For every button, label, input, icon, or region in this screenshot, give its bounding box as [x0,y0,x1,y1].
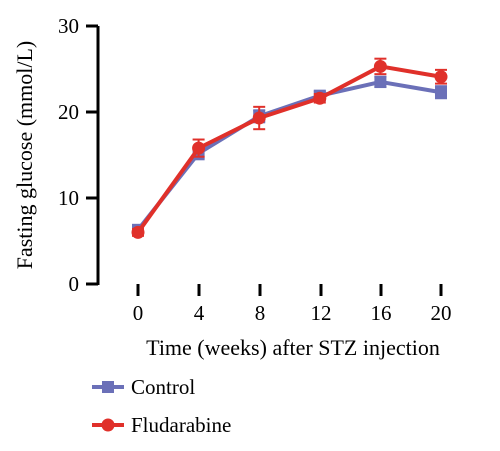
data-point-fludarabine-20 [434,70,448,84]
x-axis-title: Time (weeks) after STZ injection [146,335,440,360]
x-tick-label-20: 20 [431,301,452,325]
y-tick-label-0: 0 [69,272,80,296]
data-point-fludarabine-12 [313,91,327,105]
series-line-fludarabine [136,64,442,234]
legend-marker-control [102,381,114,393]
x-tick-label-16: 16 [371,301,392,325]
data-point-fludarabine-0 [131,225,145,239]
legend-item-fludarabine: Fludarabine [92,413,231,437]
series-line-control [136,79,442,232]
data-point-fludarabine-8 [252,111,266,125]
y-tick-label-20: 20 [58,100,79,124]
y-tick-label-10: 10 [58,186,79,210]
x-tick-label-12: 12 [311,301,332,325]
legend-marker-fludarabine [101,418,115,432]
legend-label-fludarabine: Fludarabine [131,413,231,437]
data-point-fludarabine-4 [192,141,206,155]
x-tick-label-4: 4 [194,301,205,325]
x-tick-label-8: 8 [255,301,266,325]
x-ticks: 0 4 8 12 16 20 [133,284,452,325]
y-axis-title: Fasting glucose (mmol/L) [12,41,37,270]
x-tick-label-0: 0 [133,301,144,325]
legend: Control Fludarabine [92,375,231,437]
legend-label-control: Control [131,375,195,399]
legend-item-control: Control [92,375,195,399]
data-point-control-20 [435,86,447,99]
data-point-control-16 [374,75,387,88]
y-ticks: 0 10 20 30 [58,14,98,296]
y-tick-label-30: 30 [58,14,79,38]
data-point-fludarabine-16 [373,59,387,73]
plot-area [131,57,448,239]
